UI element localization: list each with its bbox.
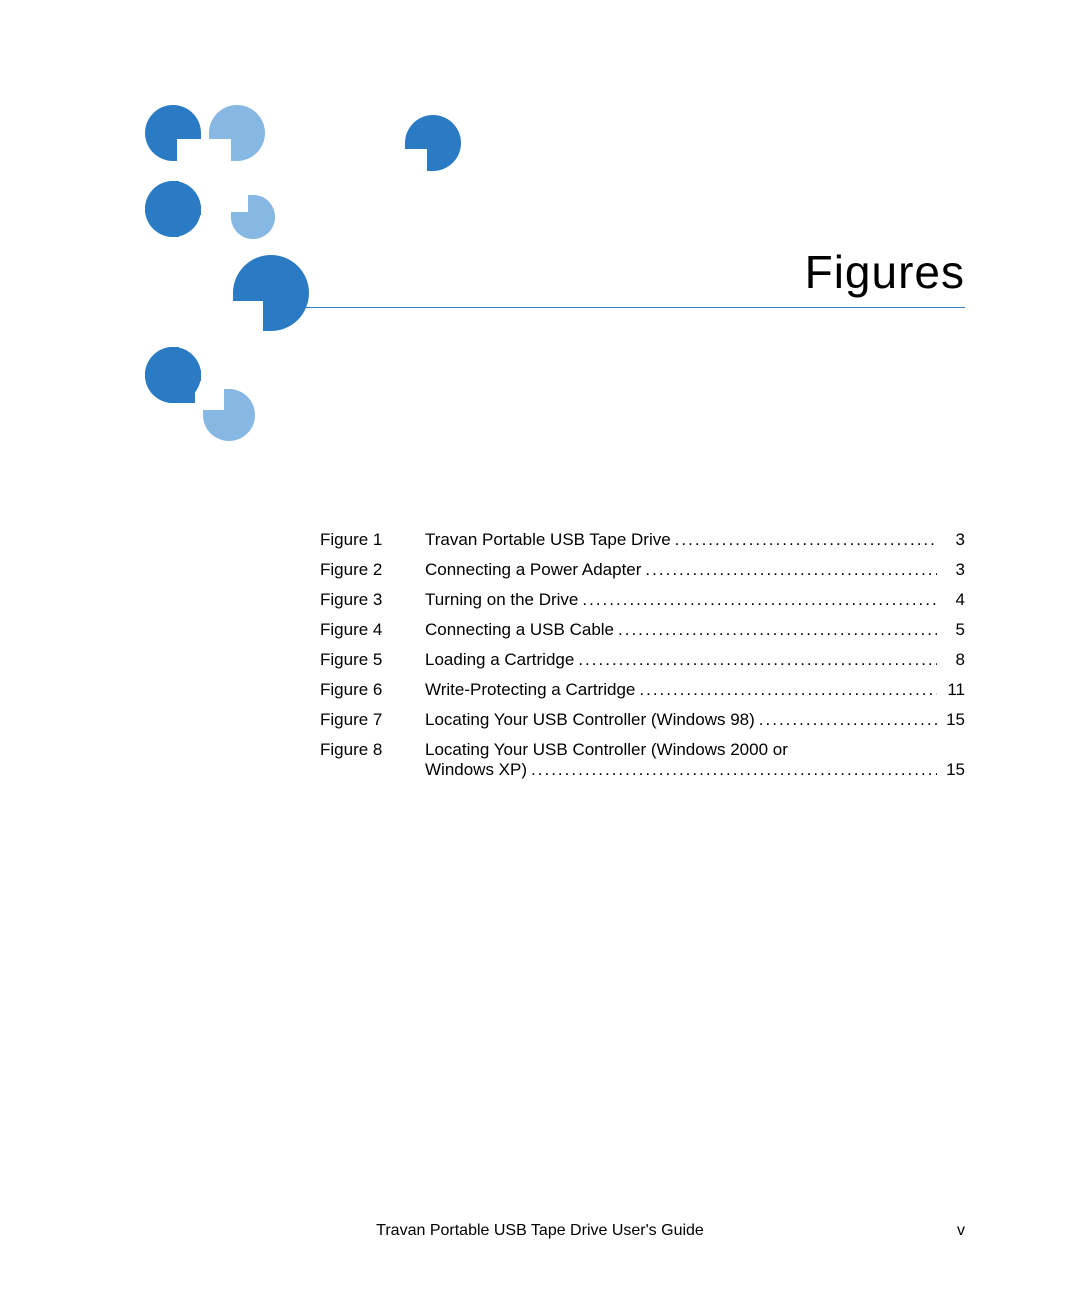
leader-dots — [675, 530, 937, 550]
figure-title: Loading a Cartridge — [425, 650, 574, 670]
figure-title-line1: Locating Your USB Controller (Windows 20… — [425, 740, 788, 760]
leader-dots — [759, 710, 937, 730]
header-section: Figures — [300, 245, 965, 308]
title-rule — [300, 307, 965, 308]
figure-label: Figure 3 — [320, 590, 425, 610]
figure-page: 11 — [941, 680, 965, 700]
figure-row: Figure 1 Travan Portable USB Tape Drive … — [320, 530, 965, 550]
figures-list: Figure 1 Travan Portable USB Tape Drive … — [320, 530, 965, 790]
figure-label: Figure 8 — [320, 740, 425, 760]
figure-row: Figure 2 Connecting a Power Adapter 3 — [320, 560, 965, 580]
figure-label: Figure 7 — [320, 710, 425, 730]
figure-title: Locating Your USB Controller (Windows 98… — [425, 710, 755, 730]
page-container: Figures Figure 1 Travan Portable USB Tap… — [0, 0, 1080, 1296]
figure-label: Figure 5 — [320, 650, 425, 670]
figure-label: Figure 1 — [320, 530, 425, 550]
figure-title-wrap: Turning on the Drive 4 — [425, 590, 965, 610]
figure-row: Figure 5 Loading a Cartridge 8 — [320, 650, 965, 670]
footer: Travan Portable USB Tape Drive User's Gu… — [0, 1222, 1080, 1240]
figure-label: Figure 6 — [320, 680, 425, 700]
figure-title: Connecting a Power Adapter — [425, 560, 641, 580]
figure-page: 4 — [941, 590, 965, 610]
figure-row: Figure 7 Locating Your USB Controller (W… — [320, 710, 965, 730]
figure-label: Figure 2 — [320, 560, 425, 580]
leader-dots — [618, 620, 937, 640]
page-number: v — [957, 1222, 965, 1240]
figure-title-wrap: Connecting a USB Cable 5 — [425, 620, 965, 640]
leader-dots — [578, 650, 937, 670]
figure-title: Turning on the Drive — [425, 590, 578, 610]
leader-dots — [639, 680, 937, 700]
figure-title-wrap: Write-Protecting a Cartridge 11 — [425, 680, 965, 700]
figure-title-line2: Windows XP) — [425, 760, 527, 780]
figure-title-wrap: Loading a Cartridge 8 — [425, 650, 965, 670]
figure-page: 5 — [941, 620, 965, 640]
figure-title-wrap: Travan Portable USB Tape Drive 3 — [425, 530, 965, 550]
figure-page: 3 — [941, 530, 965, 550]
figure-row: Figure 8 Locating Your USB Controller (W… — [320, 740, 965, 780]
figure-title: Write-Protecting a Cartridge — [425, 680, 635, 700]
leader-dots — [531, 760, 937, 780]
figure-page: 8 — [941, 650, 965, 670]
figure-page: 15 — [941, 760, 965, 780]
page-title: Figures — [300, 245, 965, 299]
figure-title-wrap: Locating Your USB Controller (Windows 98… — [425, 710, 965, 730]
figure-title: Connecting a USB Cable — [425, 620, 614, 640]
figure-row: Figure 4 Connecting a USB Cable 5 — [320, 620, 965, 640]
figure-page: 15 — [941, 710, 965, 730]
leader-dots — [582, 590, 937, 610]
figure-title: Travan Portable USB Tape Drive — [425, 530, 671, 550]
figure-row: Figure 6 Write-Protecting a Cartridge 11 — [320, 680, 965, 700]
figure-row: Figure 3 Turning on the Drive 4 — [320, 590, 965, 610]
leader-dots — [645, 560, 937, 580]
footer-text: Travan Portable USB Tape Drive User's Gu… — [376, 1222, 704, 1240]
figure-title-wrap: Locating Your USB Controller (Windows 20… — [425, 740, 965, 780]
figure-page: 3 — [941, 560, 965, 580]
figure-label: Figure 4 — [320, 620, 425, 640]
figure-title-wrap: Connecting a Power Adapter 3 — [425, 560, 965, 580]
